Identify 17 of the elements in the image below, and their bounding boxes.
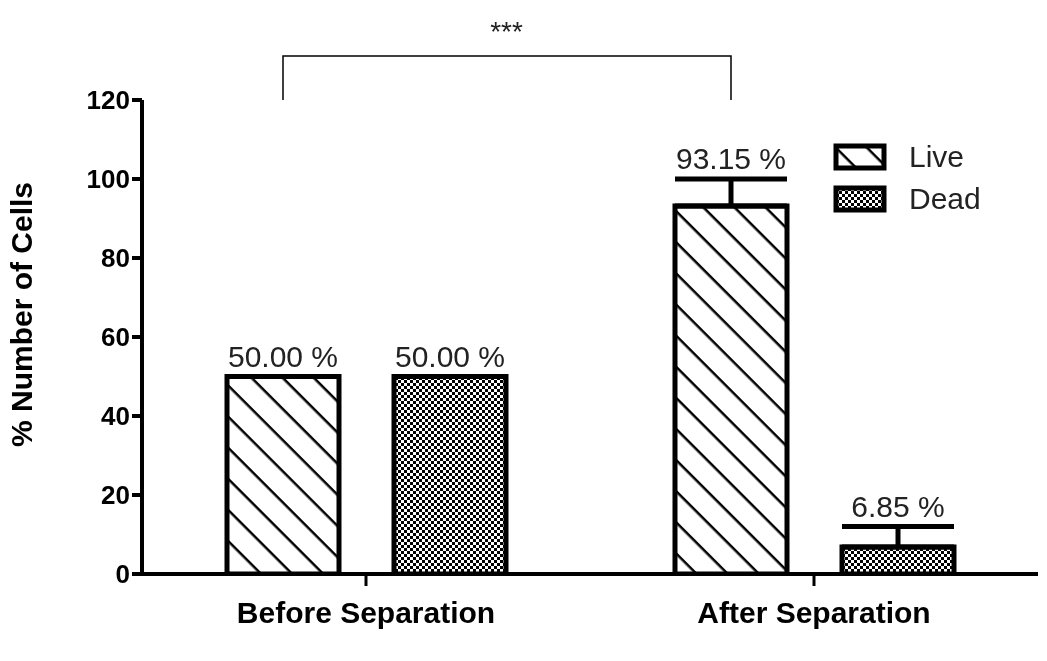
legend-label: Dead [909, 182, 981, 216]
y-tick-label: 20 [101, 480, 130, 511]
y-tick-label: 80 [101, 243, 130, 274]
data-label: 50.00 % [394, 339, 506, 373]
y-tick-label: 60 [101, 322, 130, 353]
legend-label: Live [909, 140, 965, 174]
y-axis-title: % Number of Cells [4, 181, 38, 447]
data-label: 93.15 % [675, 142, 787, 175]
x-tick-label: Before Separation [236, 596, 496, 630]
y-tick-label: 0 [115, 559, 130, 590]
y-tick-label: 120 [86, 85, 130, 116]
data-label: 50.00 % [227, 339, 339, 373]
x-tick-label: After Separation [697, 596, 931, 630]
text: *** [489, 16, 524, 48]
y-tick-label: 100 [86, 164, 130, 195]
y-tick-label: 40 [101, 401, 130, 432]
data-label: 6.85 % [851, 489, 945, 523]
